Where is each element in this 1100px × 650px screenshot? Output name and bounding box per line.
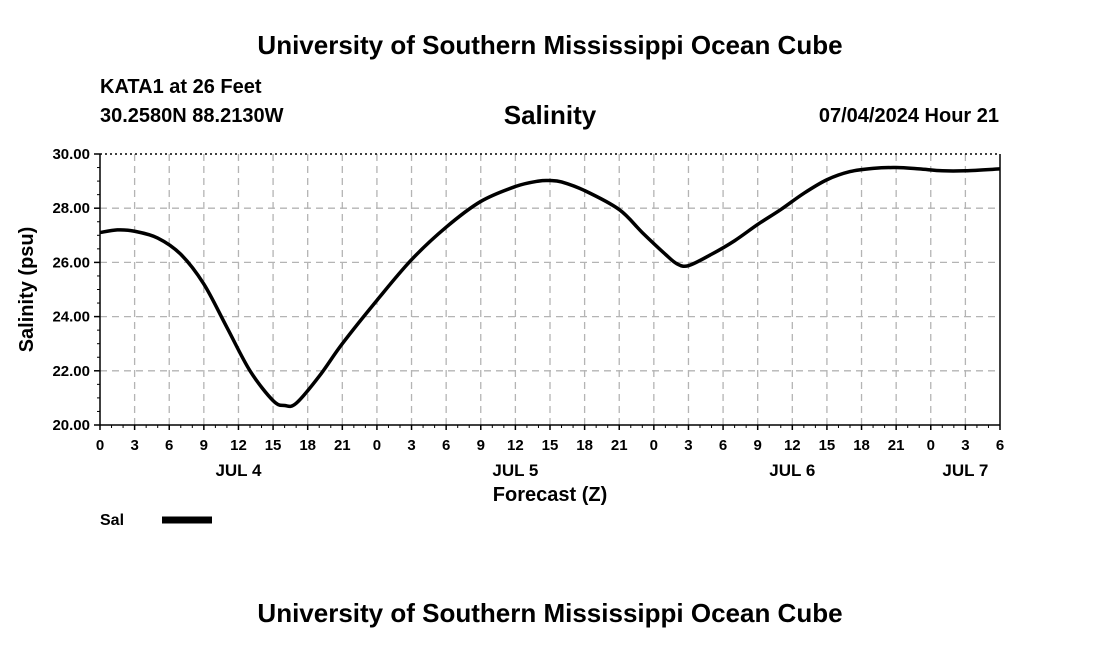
x-tick-label: 12 xyxy=(230,437,247,454)
chart-header-title: University of Southern Mississippi Ocean… xyxy=(257,30,843,60)
y-tick-label: 28.00 xyxy=(52,200,90,217)
x-tick-label: 0 xyxy=(373,437,381,454)
station-coordinates: 30.2580N 88.2130W xyxy=(100,105,284,127)
series-layer xyxy=(99,165,1001,409)
y-tick-label: 30.00 xyxy=(52,146,90,163)
x-tick-label: 0 xyxy=(927,437,935,454)
x-tick-label: 3 xyxy=(961,437,969,454)
x-tick-label: 18 xyxy=(853,437,870,454)
x-tick-label: 18 xyxy=(299,437,316,454)
x-tick-label: 18 xyxy=(576,437,593,454)
axis-layer xyxy=(94,153,1001,430)
x-tick-label: 12 xyxy=(507,437,524,454)
x-tick-label: 9 xyxy=(754,437,762,454)
station-label: KATA1 at 26 Feet xyxy=(100,76,262,98)
x-tick-label: 6 xyxy=(165,437,173,454)
x-tick-label: 6 xyxy=(719,437,727,454)
x-tick-label: 6 xyxy=(442,437,450,454)
legend-label: Sal xyxy=(100,512,124,529)
x-tick-label: 3 xyxy=(684,437,692,454)
y-tick-label: 22.00 xyxy=(52,363,90,380)
day-label: JUL 4 xyxy=(215,461,262,480)
y-tick-label: 24.00 xyxy=(52,309,90,326)
x-tick-label: 12 xyxy=(784,437,801,454)
footer-title: University of Southern Mississippi Ocean… xyxy=(257,598,843,628)
x-axis-title: Forecast (Z) xyxy=(493,484,607,506)
x-tick-label: 21 xyxy=(888,437,905,454)
x-tick-label: 15 xyxy=(542,437,559,454)
y-axis-title: Salinity (psu) xyxy=(16,227,38,353)
x-tick-label: 21 xyxy=(334,437,351,454)
x-tick-label: 15 xyxy=(265,437,282,454)
x-tick-label: 0 xyxy=(650,437,658,454)
y-tick-label: 26.00 xyxy=(52,254,90,271)
x-tick-label: 9 xyxy=(200,437,208,454)
x-tick-label: 21 xyxy=(611,437,628,454)
y-tick-label: 20.00 xyxy=(52,417,90,434)
forecast-timestamp: 07/04/2024 Hour 21 xyxy=(818,105,999,127)
x-tick-label: 0 xyxy=(96,437,104,454)
x-tick-label: 3 xyxy=(130,437,138,454)
x-tick-label: 3 xyxy=(407,437,415,454)
x-tick-label: 9 xyxy=(477,437,485,454)
grid-layer xyxy=(100,154,1000,425)
day-label: JUL 5 xyxy=(492,461,538,480)
series-line-sal xyxy=(99,165,1001,409)
label-layer: 0 3 6 9 12 15 18 21 0 3 6 9 12 15 18 21 0 3 6 9 12 15 18 21 0 3 6 2… xyxy=(16,146,1004,529)
x-tick-label: 15 xyxy=(819,437,836,454)
chart-title: Salinity xyxy=(503,100,597,130)
x-tick-label: 6 xyxy=(996,437,1004,454)
day-label: JUL 6 xyxy=(769,461,815,480)
day-label: JUL 7 xyxy=(942,461,988,480)
